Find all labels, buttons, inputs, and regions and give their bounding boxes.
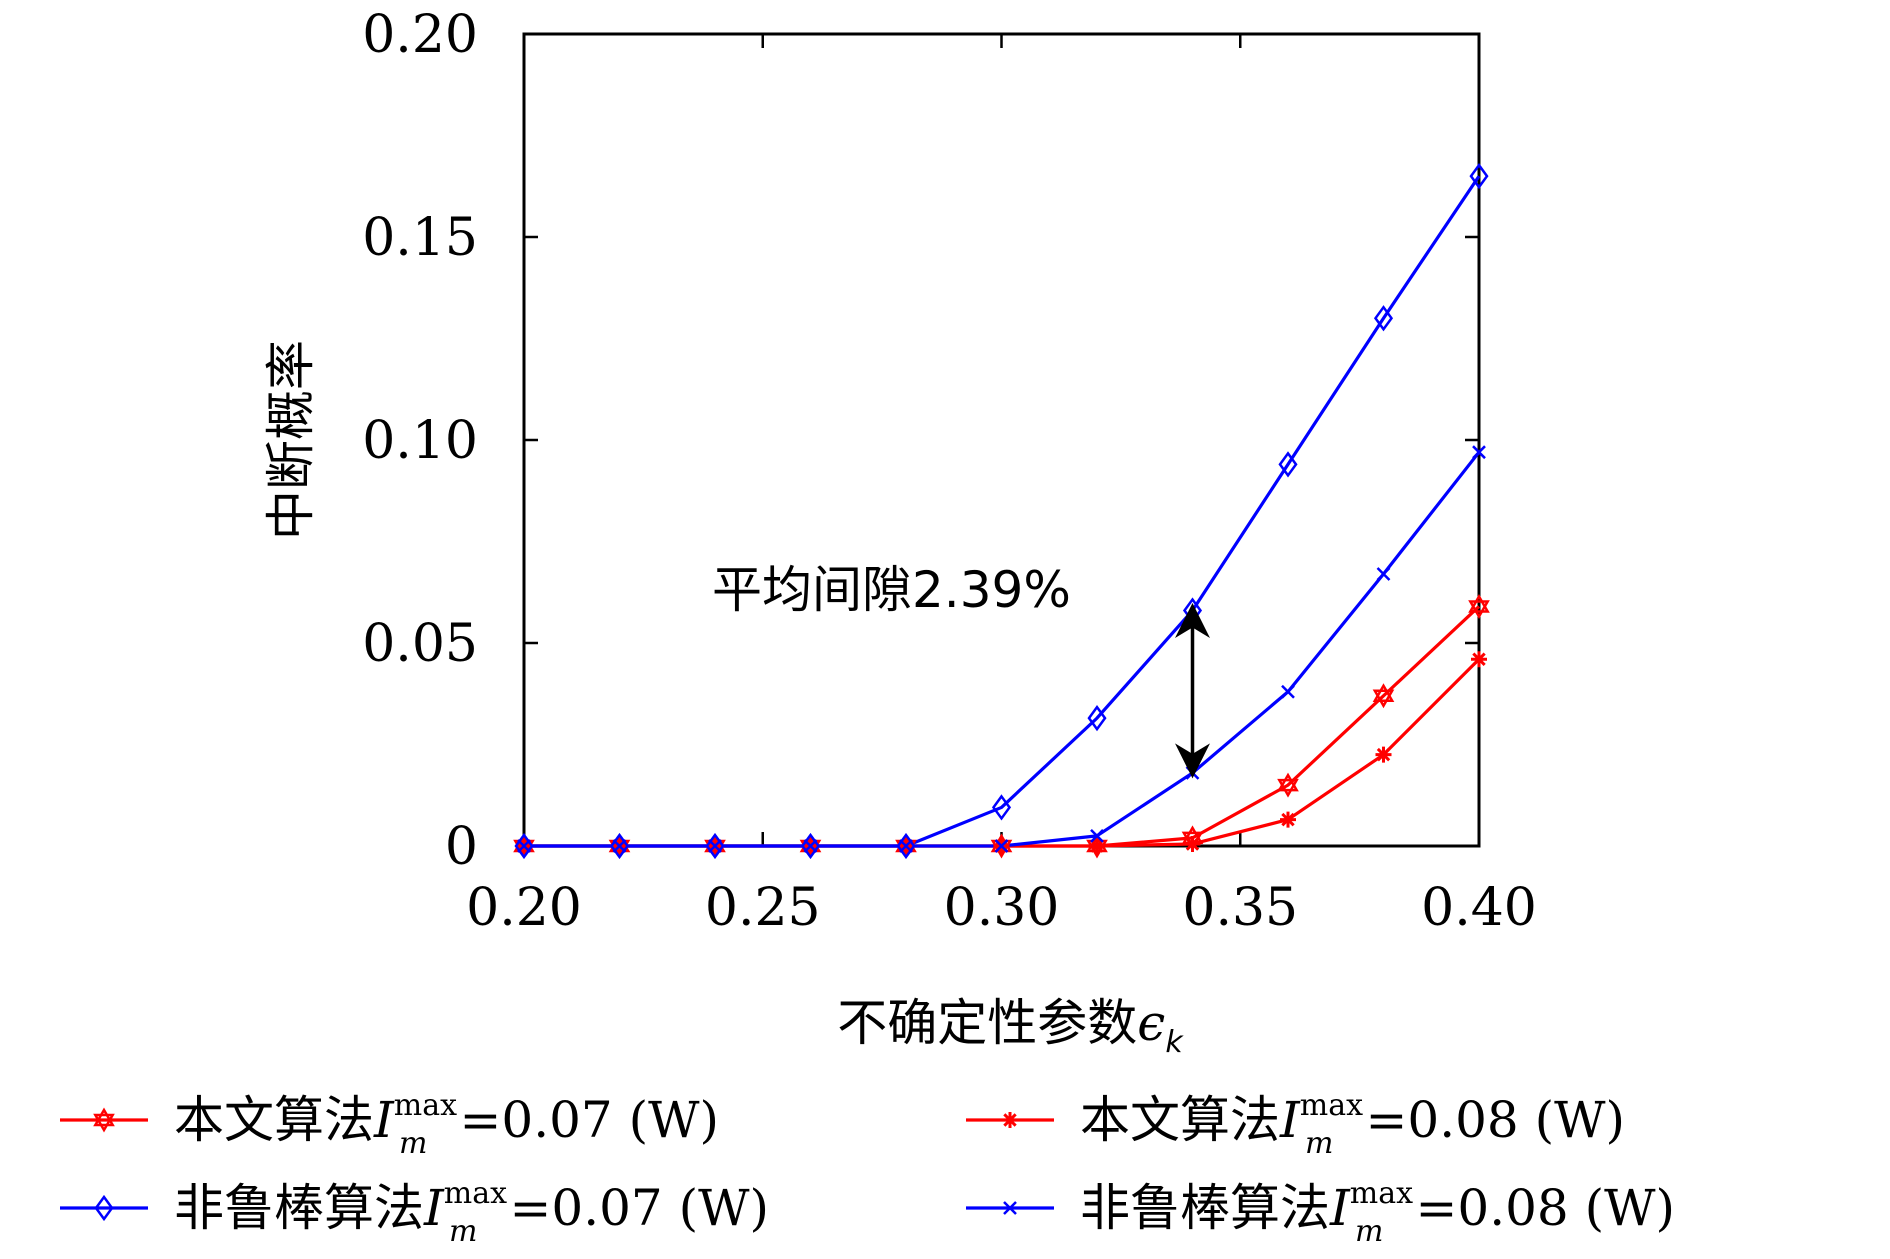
marker-diamond <box>1373 305 1394 332</box>
marker-hexagram <box>1468 593 1490 619</box>
y-tick-label: 0.10 <box>362 411 478 471</box>
marker-x <box>1185 766 1200 780</box>
marker-diamond <box>991 794 1012 821</box>
y-tick-label: 0.20 <box>362 5 478 65</box>
marker-diamond <box>1469 162 1489 190</box>
marker-x <box>803 839 818 853</box>
series-line <box>524 175 1481 848</box>
legend-label: 非鲁棒算法Imax m =0.08 (W) <box>1080 1176 1675 1249</box>
marker-x <box>1090 828 1104 843</box>
y-tick-label: 0 <box>445 817 478 877</box>
marker-x <box>612 839 627 853</box>
legend-label: 本文算法Imax m =0.07 (W) <box>174 1088 719 1161</box>
x-tick-label: 0.35 <box>1182 878 1298 938</box>
x-tick-label: 0.30 <box>944 878 1060 938</box>
marker-x <box>1472 445 1486 460</box>
marker-asterisk <box>1375 746 1392 763</box>
legend-entry: 本文算法Imax m =0.07 (W) <box>60 1088 719 1161</box>
gap-annotation-text: 平均间隙2.39% <box>712 561 1071 619</box>
marker-x <box>994 839 1009 853</box>
x-tick-label: 0.25 <box>705 878 821 938</box>
axis-ticks <box>522 32 1481 848</box>
marker-asterisk <box>1002 1112 1018 1128</box>
series-markers <box>513 162 1490 860</box>
plot-frame <box>522 32 1481 848</box>
marker-x <box>517 839 531 853</box>
marker-asterisk <box>1184 835 1201 852</box>
legend-entry: 非鲁棒算法Imax m =0.07 (W) <box>60 1176 769 1249</box>
marker-hexagram <box>93 1107 115 1133</box>
x-axis-label: 不确定性参数ϵk <box>837 994 1184 1060</box>
legend-entry: 本文算法Imax m =0.08 (W) <box>966 1088 1625 1161</box>
marker-diamond <box>1278 451 1298 478</box>
marker-asterisk <box>1471 651 1487 668</box>
marker-diamond <box>1087 704 1107 732</box>
marker-asterisk <box>1089 838 1105 854</box>
marker-hexagram <box>1372 683 1395 709</box>
marker-x <box>1003 1201 1017 1215</box>
marker-hexagram <box>1277 772 1299 798</box>
legend-label: 非鲁棒算法Imax m =0.07 (W) <box>174 1176 769 1249</box>
marker-asterisk <box>1280 811 1296 828</box>
legend-entry: 非鲁棒算法Imax m =0.08 (W) <box>966 1176 1675 1249</box>
marker-x <box>1281 684 1295 699</box>
y-tick-label: 0.05 <box>362 614 478 674</box>
marker-diamond <box>94 1194 114 1222</box>
legend-label: 本文算法Imax m =0.08 (W) <box>1080 1088 1625 1161</box>
marker-x <box>1376 567 1391 581</box>
x-tick-label: 0.20 <box>466 878 582 938</box>
y-axis-label: 中断概率 <box>262 340 320 540</box>
marker-x <box>899 839 913 853</box>
annotation: 平均间隙2.39% <box>712 561 1210 779</box>
series-lines <box>524 175 1481 848</box>
x-tick-label: 0.40 <box>1421 878 1537 938</box>
legend: 本文算法Imax m =0.07 (W) 本文算法Imax m =0.08 (W) 非鲁棒算… <box>60 1088 1675 1249</box>
tick-labels: 0.20 0.25 0.30 0.35 0.40 0 0.05 0.10 0.15 0.20 <box>362 5 1537 938</box>
series-line <box>524 605 1481 848</box>
marker-x <box>708 839 722 853</box>
y-tick-label: 0.15 <box>362 208 478 268</box>
